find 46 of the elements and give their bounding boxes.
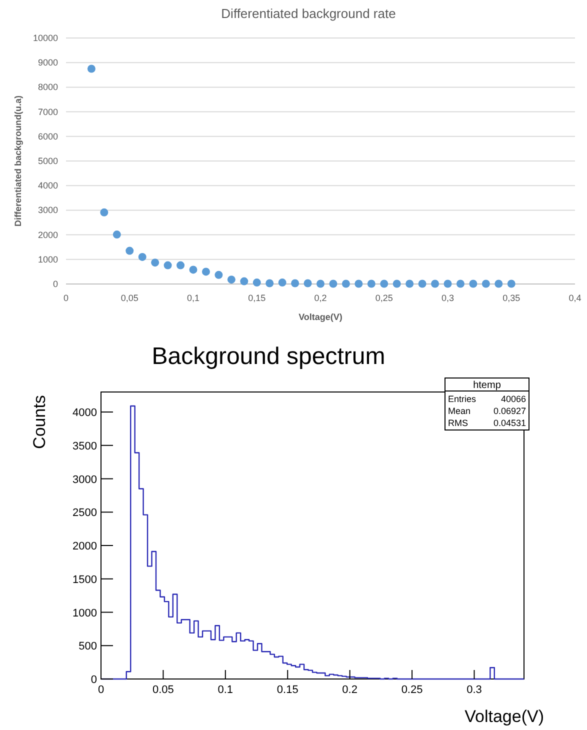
x-tick-label: 0,3 xyxy=(441,293,454,303)
y-tick-label: 4000 xyxy=(38,180,58,191)
y-tick-label: 0 xyxy=(52,279,58,289)
text: Entries 40066 xyxy=(448,394,526,404)
y-tick-label: 4000 xyxy=(72,407,97,420)
y-tick-label: 3000 xyxy=(38,205,58,216)
x-tick-label: 0,4 xyxy=(568,293,582,303)
y-tick-label: 5000 xyxy=(38,156,58,166)
x-tick-label: 0 xyxy=(63,293,69,303)
chart-title: Background spectrum xyxy=(152,343,386,370)
x-axis-title: Voltage(V) xyxy=(298,312,342,322)
x-tick-label: 0.15 xyxy=(276,684,298,696)
y-axis-title: Counts xyxy=(30,395,49,449)
x-tick-label: 0.05 xyxy=(152,684,174,696)
x-tick-label: 0 xyxy=(98,684,104,696)
y-tick-label: 6000 xyxy=(38,131,58,142)
x-tick-label: 0,05 xyxy=(120,293,138,303)
y-tick-label: 500 xyxy=(78,640,97,653)
x-tick-label: 0,2 xyxy=(314,293,327,303)
y-tick-label: 7000 xyxy=(38,106,58,117)
x-tick-label: 0,25 xyxy=(375,293,393,303)
y-tick-label: 2500 xyxy=(72,507,97,520)
y-tick-label: 2000 xyxy=(72,540,97,553)
y-tick-label: 3000 xyxy=(72,474,97,486)
y-tick-label: 0 xyxy=(90,674,97,686)
y-tick-label: 1000 xyxy=(72,607,97,620)
x-tick-label: 0.25 xyxy=(401,684,423,696)
y-tick-label: 9000 xyxy=(38,58,58,68)
y-tick-label: 10000 xyxy=(32,33,58,43)
x-tick-label: 0,15 xyxy=(248,293,266,303)
x-axis-title: Voltage(V) xyxy=(464,707,544,726)
x-tick-label: 0,1 xyxy=(186,293,200,303)
x-tick-label: 0.1 xyxy=(218,684,234,696)
y-tick-label: 1500 xyxy=(72,574,97,586)
y-tick-label: 8000 xyxy=(38,82,58,92)
x-tick-label: 0.2 xyxy=(342,684,358,696)
y-tick-label: 1000 xyxy=(38,254,58,264)
chart-title: Differentiated background rate xyxy=(221,6,396,21)
y-axis-title: Differentiated background(u.a) xyxy=(13,95,23,227)
y-tick-label: 2000 xyxy=(38,230,58,240)
text: RMS 0.04531 xyxy=(448,418,526,428)
x-tick-label: 0.3 xyxy=(466,684,482,696)
text: Mean 0.06927 xyxy=(448,406,526,416)
y-tick-label: 3500 xyxy=(72,440,97,452)
legend-title: htemp xyxy=(473,380,502,391)
x-tick-label: 0,35 xyxy=(502,293,520,303)
